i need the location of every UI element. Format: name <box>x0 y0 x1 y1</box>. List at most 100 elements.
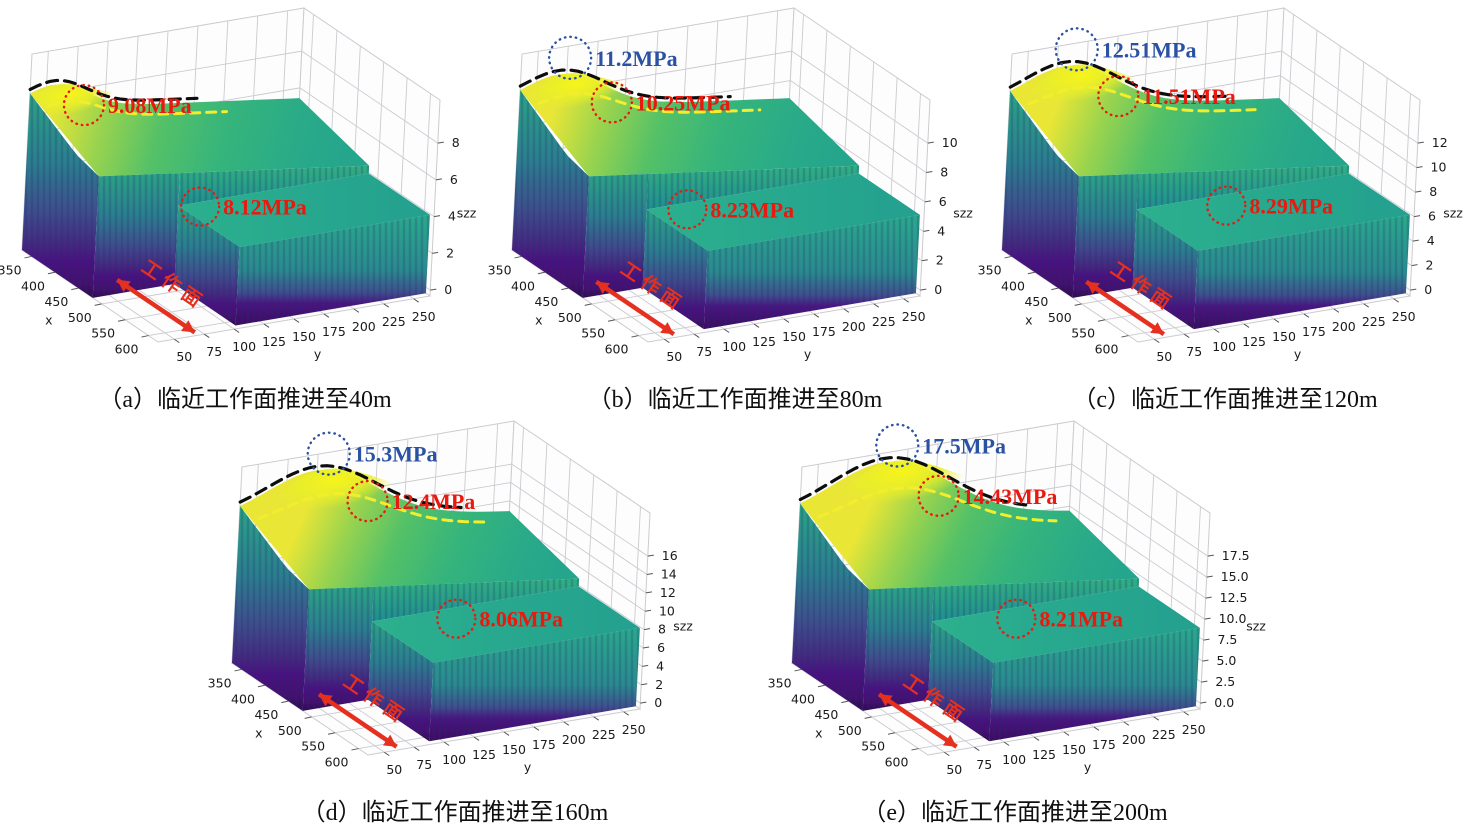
z-tick-label: 4 <box>1427 233 1435 248</box>
figure-row-top: 工作面 9.08MPa 8.12MPa 350 400 450 500 550 600 50 75 1… <box>0 0 1470 413</box>
surface-plot-svg-b: 工作面11.2MPa10.25MPa8.23MPa350400450500550… <box>488 7 974 364</box>
annotation-dotted-circle <box>1097 74 1140 118</box>
annotation-dotted-circle <box>1206 185 1247 226</box>
x-tick-label: 400 <box>231 691 255 706</box>
x-tick-label: 400 <box>21 278 45 293</box>
x-axis-label: x <box>815 726 822 741</box>
annotation-label: 8.29MPa <box>1249 194 1333 219</box>
surface-plot-b: 工作面 11.2MPa 10.25MPa 8.23MPa 350 400 450 500 550… <box>488 0 980 385</box>
z-tick-label: 2.5 <box>1215 674 1235 689</box>
y-tick-label: 150 <box>1272 329 1296 344</box>
y-tick-label: 225 <box>592 727 616 742</box>
z-tick-label: 4 <box>448 209 456 224</box>
y-tick-label: 175 <box>812 324 836 339</box>
annotation-dotted-circle <box>306 431 351 476</box>
x-tick-label: 600 <box>605 342 629 357</box>
z-tick-label: 17.5 <box>1222 548 1250 563</box>
y-tick-label: 150 <box>292 329 316 344</box>
peak-crest-dashed-line <box>28 78 199 102</box>
x-tick-label: 350 <box>208 675 232 690</box>
annotation-label: 12.4MPa <box>392 489 476 514</box>
yield-zone-yellow-dashed-line <box>47 99 228 116</box>
yield-zone-yellow-dashed-line <box>257 492 493 524</box>
x-tick-label: 350 <box>488 262 512 277</box>
z-tick-label: 6 <box>657 640 665 655</box>
y-axis-label: y <box>524 760 532 775</box>
annotation-label: 14.43MPa <box>963 484 1058 509</box>
x-tick-label: 350 <box>978 262 1002 277</box>
z-tick-label: 10 <box>1431 160 1447 175</box>
x-tick-label: 500 <box>278 723 302 738</box>
y-tick-label: 50 <box>176 349 192 364</box>
annotation-crest: 17.5MPa <box>875 423 1006 468</box>
subplot-e: 工作面 17.5MPa 14.43MPa 8.21MPa 350 400 450 500 550… <box>735 413 1295 826</box>
y-tick-label: 250 <box>412 309 436 324</box>
annotation-label: 10.25MPa <box>636 90 731 115</box>
annotation-dotted-circle <box>875 423 920 468</box>
y-tick-label: 125 <box>1242 334 1266 349</box>
annotation-label: 15.3MPa <box>354 442 438 467</box>
subplot-b: 工作面 11.2MPa 10.25MPa 8.23MPa 350 400 450 500 550… <box>488 0 980 413</box>
peak-crest-dashed-line <box>518 68 732 100</box>
y-tick-label: 125 <box>1032 747 1056 762</box>
yield-zone-yellow-dashed-line <box>1027 85 1257 113</box>
z-tick-label: 2 <box>446 245 454 260</box>
annotation-label: 9.08MPa <box>108 93 192 118</box>
y-tick-label: 75 <box>696 344 712 359</box>
x-tick-label: 500 <box>838 723 862 738</box>
subplot-e-caption: （e）临近工作面推进至200m <box>862 800 1168 826</box>
y-tick-label: 200 <box>352 319 376 334</box>
z-axis-label: szz <box>953 206 973 221</box>
annotation-label: 8.23MPa <box>710 197 794 222</box>
x-tick-label: 550 <box>581 326 605 341</box>
stress-surface <box>512 59 920 330</box>
annotation-label: 12.51MPa <box>1102 37 1197 62</box>
y-tick-label: 250 <box>902 309 926 324</box>
x-tick-label: 400 <box>1001 278 1025 293</box>
y-tick-label: 150 <box>782 329 806 344</box>
x-tick-label: 550 <box>861 739 885 754</box>
y-tick-label: 150 <box>502 742 526 757</box>
annotation-crest: 15.3MPa <box>306 431 438 476</box>
annotation-yellow-line: 10.25MPa <box>590 81 731 124</box>
x-tick-label: 400 <box>511 278 535 293</box>
annotation-step: 8.23MPa <box>667 189 794 230</box>
x-tick-label: 450 <box>814 707 838 722</box>
y-tick-label: 100 <box>442 752 466 767</box>
y-tick-label: 200 <box>842 319 866 334</box>
z-tick-label: 0 <box>654 695 662 710</box>
y-tick-label: 75 <box>976 757 992 772</box>
x-tick-label: 350 <box>0 262 22 277</box>
z-tick-label: 4 <box>937 223 945 238</box>
z-axis-label: szz <box>1246 619 1266 634</box>
peak-crest-dashed-line <box>798 456 1029 507</box>
yield-zone-yellow-dashed-line <box>537 91 762 114</box>
z-tick-label: 7.5 <box>1218 632 1238 647</box>
y-tick-label: 225 <box>382 314 406 329</box>
y-tick-label: 250 <box>1392 309 1416 324</box>
x-tick-label: 600 <box>885 755 909 770</box>
annotation-step: 8.06MPa <box>436 598 563 639</box>
surface-plot-a: 工作面 9.08MPa 8.12MPa 350 400 450 500 550 600 50 75 1… <box>0 0 490 385</box>
x-axis-label: x <box>1025 313 1032 328</box>
z-tick-label: 6 <box>1428 209 1436 224</box>
z-tick-label: 12.5 <box>1220 590 1248 605</box>
y-tick-label: 200 <box>1122 732 1146 747</box>
z-tick-label: 2 <box>1426 258 1434 273</box>
annotation-yellow-line: 11.51MPa <box>1097 74 1236 118</box>
x-tick-label: 450 <box>44 294 68 309</box>
x-tick-label: 350 <box>768 675 792 690</box>
annotation-label: 8.12MPa <box>223 195 307 220</box>
y-tick-label: 225 <box>1362 314 1386 329</box>
annotation-dotted-circle <box>1054 27 1099 72</box>
y-tick-label: 250 <box>622 722 646 737</box>
x-tick-label: 550 <box>301 739 325 754</box>
yield-zone-yellow-dashed-line <box>817 486 1058 523</box>
figure-row-bottom: 工作面 15.3MPa 12.4MPa 8.06MPa 350 400 450 500 550 6… <box>0 413 1470 826</box>
z-tick-label: 4 <box>656 658 664 673</box>
subplot-c-caption: （c）临近工作面推进至120m <box>1072 387 1378 413</box>
